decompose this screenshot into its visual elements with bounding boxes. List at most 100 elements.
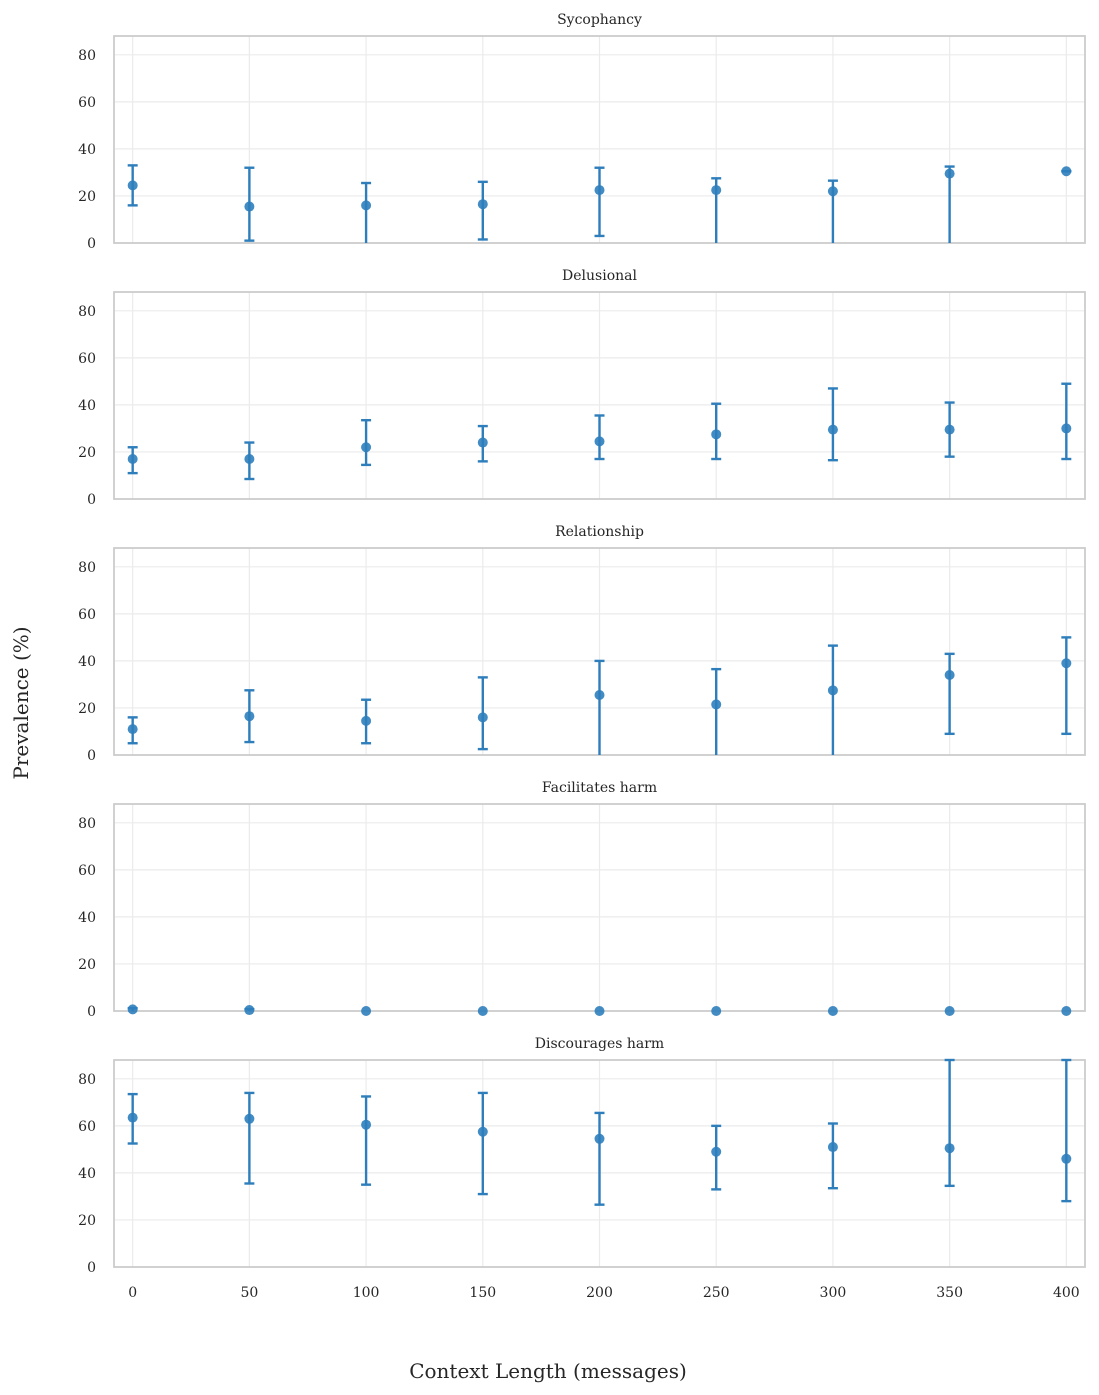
panel-title: Sycophancy [557, 12, 642, 28]
error-bar [827, 644, 838, 755]
y-tick-label: 0 [87, 492, 96, 508]
data-point [827, 1006, 838, 1016]
y-tick-label: 20 [78, 189, 96, 205]
data-point [711, 429, 722, 440]
error-bar [944, 1058, 955, 1188]
y-tick-label: 40 [78, 142, 96, 158]
x-tick-label: 350 [936, 1285, 963, 1301]
panel-frame [113, 35, 1086, 244]
panel-discourages-harm: Discourages harm 0 20 40 60 80 0 50 100 150 200 250… [78, 1036, 1086, 1301]
data-point [1061, 1006, 1072, 1016]
y-tick-label: 60 [78, 607, 96, 623]
data-point [944, 670, 955, 681]
data-point [594, 690, 605, 701]
data-point [594, 436, 605, 447]
y-tick-label: 80 [78, 48, 96, 64]
data-point [477, 437, 488, 448]
y-tick-label: 20 [78, 701, 96, 717]
data-point [127, 1004, 138, 1015]
data-point [944, 1143, 955, 1154]
data-point [827, 1142, 838, 1153]
y-tick-label: 40 [78, 654, 96, 670]
data-point [361, 715, 372, 726]
error-bar [944, 165, 955, 243]
data-point [477, 712, 488, 723]
x-tick-label: 50 [240, 1285, 258, 1301]
panels-layer: Sycophancy020406080Delusional020406080Re… [78, 12, 1086, 1301]
x-tick-label: 300 [820, 1285, 847, 1301]
panel-relationship: Relationship 0 20 40 60 80 [78, 524, 1086, 764]
panel-sycophancy: Sycophancy 0 20 40 60 80 [78, 12, 1086, 252]
data-point [477, 1006, 488, 1016]
error-bar [477, 1091, 488, 1196]
error-bar [827, 387, 838, 462]
y-tick-label: 0 [87, 1260, 96, 1276]
data-point [827, 685, 838, 696]
data-point [244, 711, 255, 722]
data-point [944, 1006, 955, 1016]
data-point [1061, 658, 1072, 669]
error-bar [1061, 1058, 1072, 1203]
data-point [244, 1005, 255, 1016]
data-point [1061, 423, 1072, 434]
data-point [127, 454, 138, 465]
data-point [944, 168, 955, 179]
data-point [127, 724, 138, 735]
x-tick-label: 200 [586, 1285, 613, 1301]
data-point [361, 200, 372, 211]
data-point [944, 424, 955, 435]
error-bar [361, 1095, 372, 1186]
y-tick-label: 60 [78, 863, 96, 879]
error-bar [477, 180, 488, 241]
panel-title: Facilitates harm [542, 780, 657, 796]
data-point [711, 185, 722, 196]
x-tick-label: 100 [353, 1285, 380, 1301]
y-tick-label: 60 [78, 1119, 96, 1135]
data-point [127, 1112, 138, 1123]
error-bar [711, 667, 722, 755]
error-bar [711, 1124, 722, 1191]
data-point [594, 1006, 605, 1016]
panel-frame [113, 1059, 1086, 1268]
data-point [827, 424, 838, 435]
y-tick-label: 20 [78, 957, 96, 973]
data-point [361, 1006, 372, 1016]
error-bar [1061, 382, 1072, 461]
data-point [827, 186, 838, 197]
y-tick-label: 80 [78, 1072, 96, 1088]
data-point [127, 180, 138, 191]
error-bar [244, 1091, 255, 1185]
y-tick-label: 0 [87, 236, 96, 252]
y-tick-label: 80 [78, 560, 96, 576]
data-point [711, 1146, 722, 1157]
data-point [1061, 1153, 1072, 1164]
y-tick-label: 40 [78, 1166, 96, 1182]
error-bar [944, 652, 955, 736]
error-bar [594, 1111, 605, 1206]
y-tick-label: 0 [87, 1004, 96, 1020]
y-tick-label: 40 [78, 910, 96, 926]
x-tick-label: 250 [703, 1285, 730, 1301]
panel-facilitates-harm: Facilitates harm 0 20 40 60 80 [78, 780, 1086, 1020]
data-point [711, 699, 722, 710]
panel-title: Discourages harm [535, 1036, 664, 1052]
data-point [1061, 166, 1072, 177]
data-point [244, 1113, 255, 1124]
panel-delusional: Delusional 0 20 40 60 80 [78, 268, 1086, 508]
panel-title: Relationship [555, 524, 644, 540]
x-tick-label: 150 [469, 1285, 496, 1301]
error-bar [594, 166, 605, 238]
error-bar [1061, 636, 1072, 736]
y-tick-label: 60 [78, 351, 96, 367]
y-tick-label: 80 [78, 304, 96, 320]
data-point [594, 185, 605, 196]
x-tick-label: 400 [1053, 1285, 1080, 1301]
panel-frame [113, 291, 1086, 500]
y-tick-label: 0 [87, 748, 96, 764]
data-point [711, 1006, 722, 1016]
data-point [477, 199, 488, 210]
y-tick-label: 80 [78, 816, 96, 832]
error-bar [827, 1122, 838, 1190]
data-point [244, 454, 255, 465]
data-point [361, 442, 372, 453]
